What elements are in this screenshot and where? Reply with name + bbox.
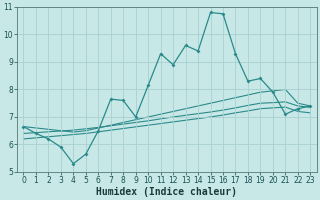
X-axis label: Humidex (Indice chaleur): Humidex (Indice chaleur) — [96, 186, 237, 197]
